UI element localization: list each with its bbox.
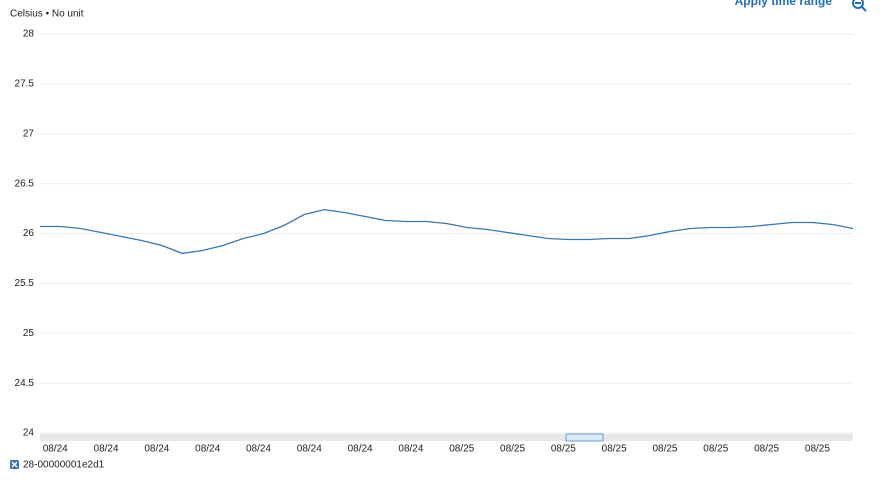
x-tick-label: 08/24 [348, 444, 373, 455]
x-tick-label: 08/24 [246, 444, 271, 455]
scrollbar-handle[interactable] [565, 433, 604, 442]
x-tick-label: 08/24 [43, 444, 68, 455]
y-tick-label: 26.5 [15, 178, 35, 189]
y-tick-label: 26 [23, 228, 35, 239]
y-tick-label: 24.5 [15, 378, 35, 389]
scrollbar-track[interactable] [40, 434, 853, 441]
x-tick-label: 08/25 [449, 444, 474, 455]
x-tick-label: 08/25 [500, 444, 525, 455]
x-tick-label: 08/25 [602, 444, 627, 455]
x-tick-label: 08/24 [297, 444, 322, 455]
y-tick-label: 27 [23, 128, 35, 139]
x-tick-label: 08/24 [94, 444, 119, 455]
y-axis-label: Celsius • No unit [10, 9, 84, 20]
y-tick-label: 27.5 [15, 79, 35, 90]
x-tick-label: 08/25 [703, 444, 728, 455]
zoom-out-icon[interactable] [852, 0, 867, 12]
x-tick-label: 08/24 [398, 444, 423, 455]
y-tick-label: 28 [23, 29, 35, 40]
x-tick-label: 08/25 [551, 444, 576, 455]
series-line [40, 208, 854, 255]
x-tick-label: 08/25 [754, 444, 779, 455]
y-tick-label: 24 [23, 428, 35, 439]
x-tick-label: 08/25 [805, 444, 830, 455]
legend-checkbox[interactable] [10, 460, 19, 469]
y-tick-label: 25 [23, 328, 35, 339]
x-tick-label: 08/24 [144, 444, 169, 455]
legend-label: 28-00000001e2d1 [23, 460, 105, 471]
apply-time-range-button[interactable]: Apply time range [735, 0, 833, 8]
x-tick-label: 08/24 [195, 444, 220, 455]
x-tick-label: 08/25 [652, 444, 677, 455]
y-tick-label: 25.5 [15, 278, 35, 289]
